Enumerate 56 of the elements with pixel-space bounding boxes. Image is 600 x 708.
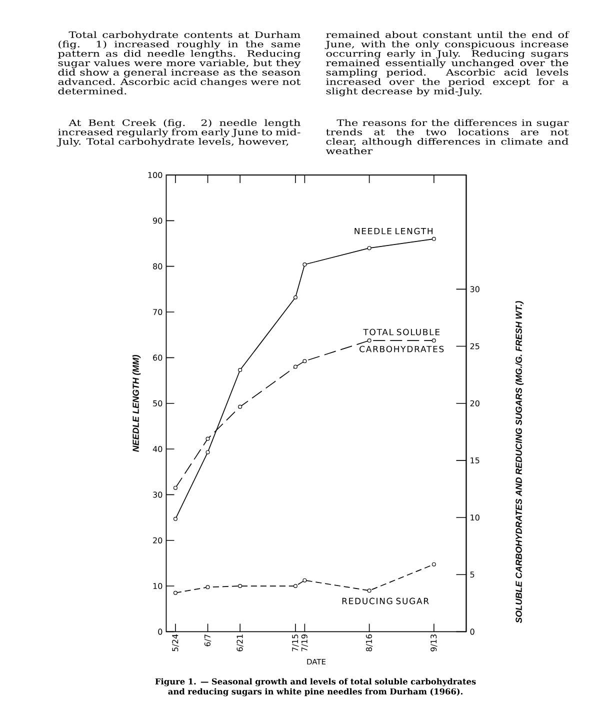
text: remained about constant until the end of June, with the only conspicuous increase occurring early in July. Reducing sugars remained essentially unchanged over the sampling period. Ascorbic acid levels increased over the period except for a slight decrease by mid-July. [325,31,570,96]
y2-tick-label: 5 [470,572,474,578]
y2-tick-label: 0 [470,628,475,635]
point [302,359,307,364]
y2-tick-label: 10 [470,514,480,521]
point [294,584,298,588]
y2-tick-label: 25 [470,343,480,350]
y-tick-label: 20 [153,537,162,544]
y-tick-label: 90 [153,218,162,224]
caption: Figure 1. — Seasonal growth and levels of total soluble carbohydrates and reducing sugars in white pine needles from Durham (1966). [156,678,476,696]
x-tick-label: 5/24 [172,634,180,652]
point [368,338,372,343]
x-tick-label: 9/13 [430,634,438,652]
x-tick-label: 7/19 [302,634,308,652]
text: At Bent Creek (fig. 2) needle length increased regularly from early June to mid-July. Total carbohydrate levels, however, [57,119,301,147]
series-label: NEEDLE LENGTH [354,228,433,234]
y2-tick-label: 20 [470,400,480,406]
y2-axis-title: SOLUBLE CARBOHYDRATES AND REDUCING SUGARS (MG./G. FRESH WT.) [516,301,524,624]
point [206,585,210,590]
text: Total carbohydrate contents at Durham (fig. 1) increased roughly in the same pattern as did needle lengths. Reducing sugar values were more variable, but they did show a general increase as the season advanced. Ascorbic acid changes were not determined. [58,31,301,94]
point [174,516,178,521]
y-tick-label: 60 [153,354,162,361]
y-tick-label: 10 [154,582,162,590]
point [174,486,178,490]
y-tick-label: 50 [153,400,162,406]
x-tick-label: 8/16 [366,634,373,652]
point [368,588,372,593]
point [294,364,298,369]
text: TOTAL SOLUBLE CARBOHYDRATES [360,328,444,352]
point [432,562,436,566]
point [238,404,242,409]
point [368,246,372,250]
point [238,368,242,372]
point [302,578,307,582]
point [206,436,210,441]
y-tick-label: 0 [158,628,162,635]
point [294,295,298,300]
point [238,584,242,588]
y2-tick-label: 30 [470,286,480,292]
text: The reasons for the differences in sugar trends at the two locations are not clear, although differences in climate and weather [326,119,569,154]
y-tick-label: 40 [153,446,162,452]
y-tick-label: 100 [148,172,162,178]
series-label: REDUCING SUGAR [342,598,430,604]
x-tick-label: 6/7 [204,634,212,646]
y-tick-label: 80 [153,263,162,270]
point [432,338,436,343]
y-tick-label: 70 [153,308,162,316]
point [174,590,178,595]
y2-tick-label: 15 [470,457,480,464]
y-axis-title: NEEDLE LENGTH (MM) [132,354,141,452]
point [302,262,307,267]
x-tick-label: 7/15 [292,634,299,652]
x-tick-label: 6/21 [236,634,244,652]
point [206,450,210,454]
point [432,236,436,241]
y-tick-label: 30 [153,492,162,498]
